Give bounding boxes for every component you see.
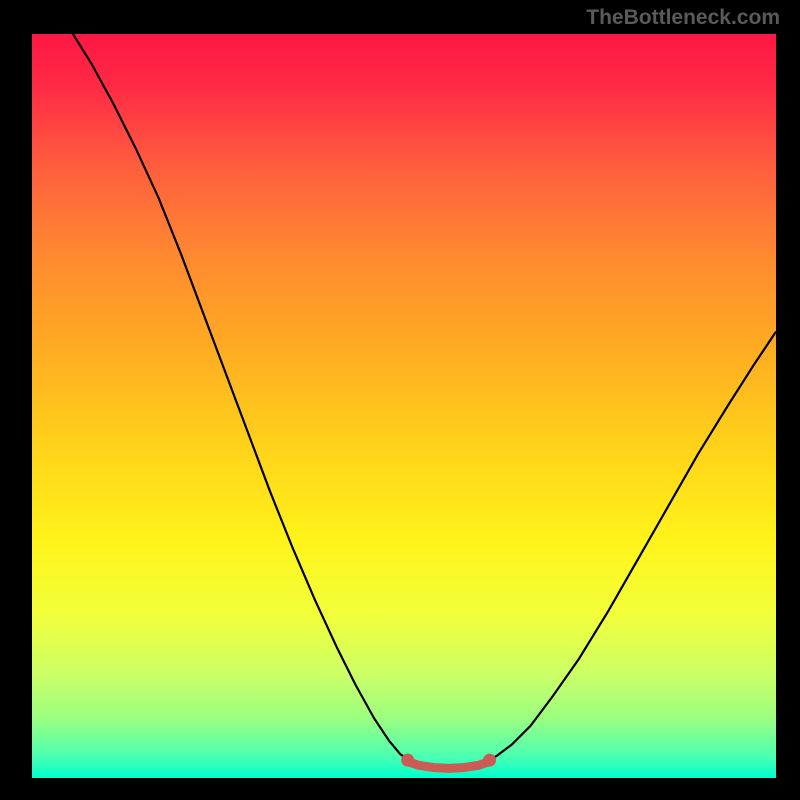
chart-container: TheBottleneck.com xyxy=(0,0,800,800)
curve-left xyxy=(73,34,412,762)
valley-dot-0 xyxy=(401,754,414,767)
valley-dot-1 xyxy=(483,754,496,767)
watermark-text: TheBottleneck.com xyxy=(586,6,780,30)
curves-svg xyxy=(32,34,776,778)
plot-area xyxy=(32,34,776,778)
valley-segment xyxy=(410,762,487,768)
curve-right xyxy=(486,332,776,762)
